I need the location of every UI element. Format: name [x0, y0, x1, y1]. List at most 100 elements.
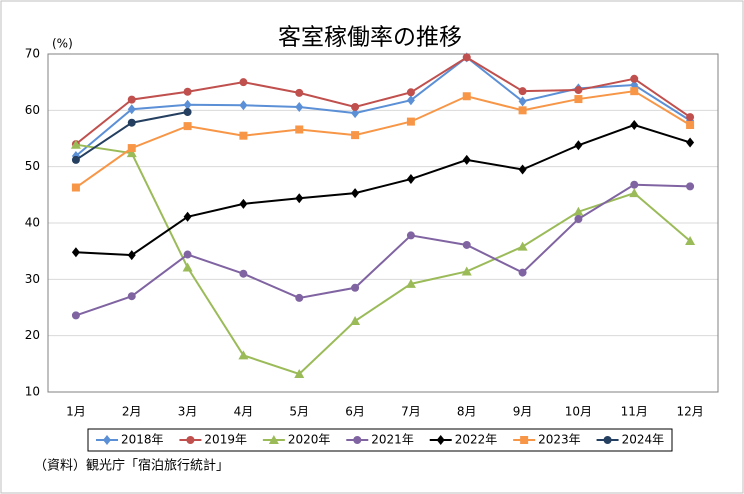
plot-frame: [47, 53, 719, 393]
marker: [239, 198, 248, 209]
legend-label: 2019年: [204, 433, 247, 447]
marker: [574, 140, 583, 151]
marker: [127, 95, 136, 104]
x-tick-label: 5月: [289, 405, 309, 419]
marker: [239, 78, 248, 87]
marker: [351, 188, 360, 199]
x-tick-label: 2月: [122, 405, 142, 419]
marker: [186, 436, 195, 444]
y-tick-label: 40: [25, 216, 40, 230]
x-tick-label: 11月: [621, 405, 648, 419]
marker: [351, 108, 360, 119]
marker: [518, 87, 527, 96]
marker: [350, 316, 361, 326]
marker: [71, 183, 80, 192]
marker: [183, 99, 192, 110]
marker: [239, 100, 248, 111]
marker: [573, 206, 584, 216]
marker: [351, 102, 360, 111]
marker: [686, 113, 695, 122]
y-tick-label: 60: [25, 103, 40, 117]
x-tick-label: 3月: [178, 405, 198, 419]
marker: [462, 53, 471, 62]
x-tick-label: 8月: [457, 405, 477, 419]
x-tick-label: 1月: [66, 405, 86, 419]
marker: [406, 88, 415, 97]
marker: [183, 250, 192, 259]
marker: [294, 368, 305, 378]
marker: [630, 74, 639, 83]
marker: [406, 174, 415, 185]
marker: [127, 250, 136, 261]
marker: [686, 137, 695, 148]
y-tick-label: 70: [25, 47, 40, 61]
legend-box: [87, 428, 673, 452]
marker: [127, 118, 136, 127]
marker: [574, 86, 583, 95]
series-line: [75, 143, 691, 376]
marker: [436, 435, 445, 445]
marker: [183, 87, 192, 96]
marker: [517, 241, 528, 251]
marker: [183, 122, 192, 131]
legend-label: 2021年: [371, 433, 414, 447]
marker: [574, 215, 583, 224]
marker: [239, 131, 248, 140]
marker: [518, 164, 527, 175]
marker: [518, 106, 527, 115]
y-tick-label: 10: [25, 385, 40, 399]
marker: [520, 436, 529, 444]
marker: [406, 231, 415, 240]
marker: [461, 266, 472, 276]
marker: [127, 292, 136, 301]
marker: [295, 101, 304, 112]
marker: [71, 311, 80, 320]
marker: [406, 95, 415, 106]
legend-label: 2020年: [288, 433, 331, 447]
series-line: [75, 123, 691, 257]
marker: [295, 88, 304, 97]
marker: [629, 188, 640, 198]
marker: [268, 435, 279, 444]
series-line: [75, 56, 691, 145]
marker: [127, 144, 136, 153]
marker: [518, 268, 527, 277]
marker: [126, 148, 137, 158]
legend-label: 2022年: [455, 433, 498, 447]
marker: [127, 104, 136, 115]
marker: [71, 155, 80, 164]
marker: [685, 236, 696, 246]
legend-label: 2018年: [121, 433, 164, 447]
marker: [295, 193, 304, 204]
marker: [462, 154, 471, 165]
source-note: （資料）観光庁「宿泊旅行統計」: [34, 458, 229, 474]
y-tick-label: 50: [25, 159, 40, 173]
y-unit: (%): [52, 37, 73, 51]
marker: [70, 139, 81, 149]
legend-label: 2024年: [622, 433, 665, 447]
marker: [351, 131, 360, 140]
x-tick-label: 4月: [234, 405, 254, 419]
marker: [103, 435, 111, 445]
x-tick-label: 10月: [565, 405, 592, 419]
marker: [238, 350, 249, 360]
x-tick-label: 9月: [513, 405, 533, 419]
y-tick-label: 30: [25, 272, 40, 286]
marker: [71, 247, 80, 258]
x-tick-label: 6月: [345, 405, 365, 419]
marker: [574, 95, 583, 104]
series-line: [75, 183, 691, 317]
marker: [353, 436, 362, 444]
x-tick-label: 7月: [401, 405, 421, 419]
marker: [630, 180, 639, 189]
y-tick-label: 20: [25, 328, 40, 342]
marker: [182, 262, 193, 272]
marker: [630, 87, 639, 96]
marker: [462, 240, 471, 249]
legend-label: 2023年: [538, 433, 581, 447]
marker: [183, 211, 192, 222]
chart-title: 客室稼働率の推移: [278, 25, 462, 51]
marker: [462, 92, 471, 101]
